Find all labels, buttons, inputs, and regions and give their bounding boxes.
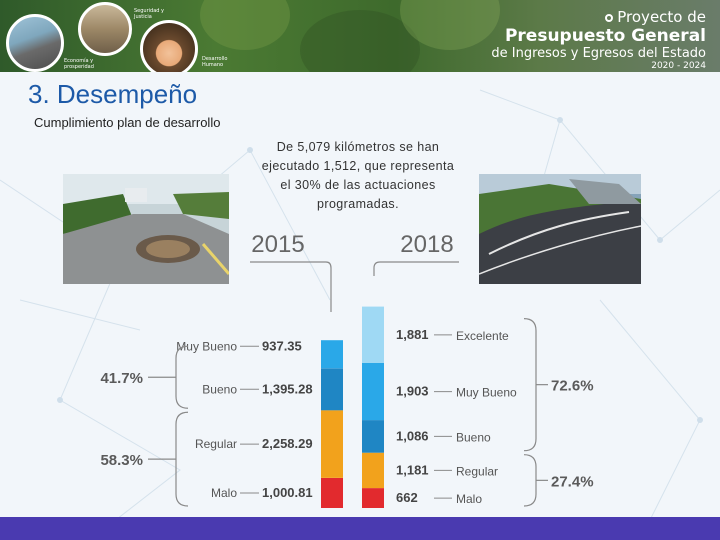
group-2015-good-percent: 41.7% xyxy=(100,370,143,387)
brand-line2: Presupuesto General xyxy=(504,26,706,46)
bar-2015-bueno xyxy=(321,368,343,411)
2018-value-muy-bueno: 1,903 xyxy=(396,384,429,399)
2015-value-regular: 2,258.29 xyxy=(262,436,313,451)
caption-desarrollo: Desarrollo Humano xyxy=(202,56,228,68)
year-connector-2018 xyxy=(373,261,459,276)
brand-line3: de Ingresos y Egresos del Estado xyxy=(491,46,706,61)
2015-label-bueno: Bueno xyxy=(202,382,237,396)
info-text: De 5,079 kilómetros se han ejecutado 1,5… xyxy=(261,140,455,211)
bar-2018-muy-bueno xyxy=(362,363,384,421)
building-circle-photo xyxy=(78,2,132,56)
brand-dot-icon xyxy=(605,13,614,22)
bar-2015-malo xyxy=(321,478,343,508)
2018-label-muy-bueno: Muy Bueno xyxy=(456,386,517,400)
2015-label-muy-bueno: Muy Bueno xyxy=(176,339,237,353)
footer-band xyxy=(0,517,720,540)
2018-label-malo: Malo xyxy=(456,492,482,506)
group-2018-good-bracket xyxy=(523,318,537,452)
2018-label-excelente: Excelente xyxy=(456,329,509,343)
2018-value-malo: 662 xyxy=(396,490,418,505)
year-connector-2015 xyxy=(250,261,332,312)
2018-value-regular: 1,181 xyxy=(396,462,429,477)
group-2018-bad-percent: 27.4% xyxy=(551,473,594,490)
bar-2015-regular xyxy=(321,410,343,478)
2018-value-excelente: 1,881 xyxy=(396,327,429,342)
brand-line4: 2020 - 2024 xyxy=(651,61,706,71)
child-circle-photo xyxy=(140,20,198,72)
bar-2018-regular xyxy=(362,452,384,489)
2018-label-bueno: Bueno xyxy=(456,430,491,444)
brand-line1: Proyecto de xyxy=(617,8,706,26)
page-subtitle: Cumplimiento plan de desarrollo xyxy=(34,115,221,130)
group-2015-bad-percent: 58.3% xyxy=(100,452,143,469)
category-label-2018: 2018 xyxy=(400,231,453,258)
group-2015-good-bracket xyxy=(175,345,189,409)
group-2015-bad-bracket xyxy=(175,411,189,507)
brand-block: Proyecto de Presupuesto General de Ingre… xyxy=(491,8,706,72)
paved-road-photo xyxy=(479,174,641,284)
2015-value-malo: 1,000.81 xyxy=(262,485,313,500)
bar-2018-bueno xyxy=(362,420,384,453)
2015-value-bueno: 1,395.28 xyxy=(262,381,313,396)
page-title: 3. Desempeño xyxy=(28,79,198,109)
caption-economia: Economía y prosperidad xyxy=(64,58,94,70)
header-banner: Seguridad y Justicia Economía y prosperi… xyxy=(0,0,720,72)
bar-2018-malo xyxy=(362,488,384,508)
2018-label-regular: Regular xyxy=(456,464,498,478)
caption-seguridad: Seguridad y Justicia xyxy=(134,8,164,20)
road-circle-photo xyxy=(6,14,64,72)
2015-label-malo: Malo xyxy=(211,486,237,500)
group-2018-bad-bracket xyxy=(523,454,537,507)
2015-value-muy-bueno: 937.35 xyxy=(262,338,302,353)
group-2018-good-percent: 72.6% xyxy=(551,378,594,395)
bar-2018-excelente xyxy=(362,306,384,363)
bar-2015-muy-bueno xyxy=(321,340,343,369)
2015-label-regular: Regular xyxy=(195,437,237,451)
category-label-2015: 2015 xyxy=(251,231,304,258)
damaged-road-photo xyxy=(63,174,229,284)
2018-value-bueno: 1,086 xyxy=(396,428,429,443)
